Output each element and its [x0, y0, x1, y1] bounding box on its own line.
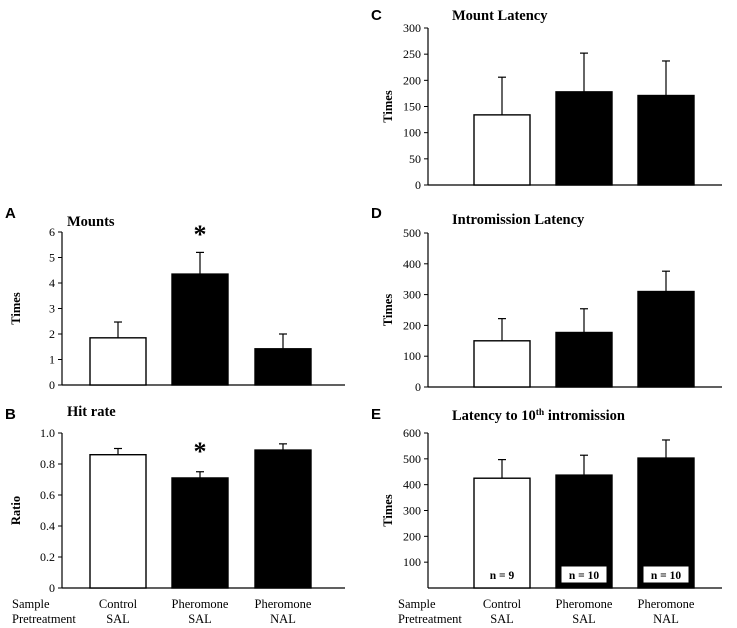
y-tick-label: 400 [403, 478, 421, 492]
bar [555, 91, 613, 186]
y-tick-label: 0.4 [40, 519, 55, 533]
y-tick-label: 4 [49, 276, 55, 290]
right-sample-label: Pheromone [556, 597, 613, 611]
right-pretreatment-label: SAL [572, 612, 596, 626]
bar-label-box [642, 565, 690, 584]
y-tick-label: 5 [49, 251, 55, 265]
bar [254, 449, 312, 589]
panel-letter: C [371, 7, 382, 24]
bar [171, 273, 229, 386]
bar [89, 454, 147, 589]
y-tick-label: 100 [403, 126, 421, 140]
y-tick-label: 500 [403, 226, 421, 240]
y-tick-label: 6 [49, 225, 55, 239]
y-tick-label: 300 [403, 504, 421, 518]
row-label-pretreatment-right: Pretreatment [398, 612, 462, 626]
row-label-sample: Sample [12, 597, 50, 611]
y-axis-label: Times [381, 294, 395, 327]
panel-title: Intromission Latency [452, 212, 585, 228]
y-tick-label: 600 [403, 426, 421, 440]
y-tick-label: 150 [403, 100, 421, 114]
left-pretreatment-label: NAL [270, 612, 296, 626]
panel-a: A Mounts Times 0 1 2 3 4 5 6 * [5, 205, 345, 392]
y-tick-label: 0 [415, 380, 421, 394]
bar [473, 477, 531, 589]
right-pretreatment-label: NAL [653, 612, 679, 626]
y-tick-label: 100 [403, 555, 421, 569]
y-tick-label: 0.8 [40, 457, 55, 471]
y-tick-label: 2 [49, 327, 55, 341]
panel-d: D Intromission Latency Times 0 100 200 300 400 5… [371, 205, 722, 394]
significance-marker: * [194, 220, 207, 249]
y-tick-label: 100 [403, 349, 421, 363]
significance-marker: * [194, 437, 207, 466]
y-tick-label: 200 [403, 318, 421, 332]
bar-label-box [560, 565, 608, 584]
right-pretreatment-label: SAL [490, 612, 514, 626]
row-label-pretreatment: Pretreatment [12, 612, 76, 626]
panel-e: E Latency to 10th intromission Times 100 200… [371, 406, 722, 589]
left-sample-label: Pheromone [255, 597, 312, 611]
panel-letter: D [371, 205, 382, 222]
group-labels: Sample Pretreatment Control Pheromone Ph… [12, 597, 695, 626]
y-tick-label: 0 [49, 581, 55, 595]
right-sample-label: Pheromone [638, 597, 695, 611]
bar-label: n = 10 [569, 570, 599, 582]
y-axis-label: Times [381, 90, 395, 123]
panel-b: B Hit rate Ratio 0 0.2 0.4 0.6 0.8 1.0 * [5, 404, 345, 595]
y-tick-label: 400 [403, 257, 421, 271]
y-tick-label: 0 [415, 178, 421, 192]
y-tick-label: 0.6 [40, 488, 55, 502]
panel-c: C Mount Latency Times 0 50 100 150 200 250 300 [371, 7, 722, 192]
y-tick-label: 0.2 [40, 550, 55, 564]
row-label-sample-right: Sample [398, 597, 436, 611]
y-tick-label: 1 [49, 353, 55, 367]
right-sample-label: Control [483, 597, 522, 611]
y-axis-label: Times [9, 292, 23, 325]
bar-label: n = 9 [490, 570, 515, 582]
y-axis-label: Times [381, 494, 395, 527]
y-tick-label: 200 [403, 529, 421, 543]
left-pretreatment-label: SAL [106, 612, 130, 626]
panel-letter: A [5, 205, 16, 222]
panel-letter: E [371, 406, 381, 423]
y-tick-label: 300 [403, 288, 421, 302]
bar [637, 94, 695, 186]
panel-title: Mounts [67, 214, 115, 230]
panel-title: Latency to 10th intromission [452, 408, 625, 424]
y-tick-label: 500 [403, 452, 421, 466]
panel-letter: B [5, 406, 16, 423]
bar [637, 290, 695, 388]
bar [473, 340, 531, 388]
bar [89, 337, 147, 386]
bar [555, 331, 613, 388]
y-tick-label: 50 [409, 152, 421, 166]
bar [171, 477, 229, 589]
y-tick-label: 300 [403, 21, 421, 35]
bar [254, 348, 312, 386]
y-tick-label: 1.0 [40, 426, 55, 440]
left-sample-label: Control [99, 597, 138, 611]
left-sample-label: Pheromone [172, 597, 229, 611]
y-tick-label: 200 [403, 73, 421, 87]
left-pretreatment-label: SAL [188, 612, 212, 626]
y-axis-label: Ratio [9, 496, 23, 525]
y-tick-label: 3 [49, 302, 55, 316]
panel-title: Mount Latency [452, 8, 548, 24]
panel-title: Hit rate [67, 404, 116, 420]
bar [473, 114, 531, 186]
y-tick-label: 250 [403, 47, 421, 61]
bar-label: n = 10 [651, 570, 681, 582]
y-tick-label: 0 [49, 378, 55, 392]
